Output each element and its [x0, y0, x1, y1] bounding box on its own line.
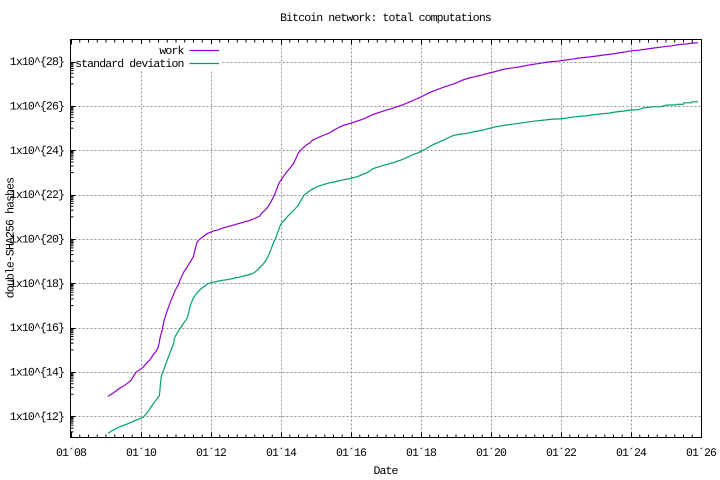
- svg-text:1x10^{16}: 1x10^{16}: [10, 322, 64, 335]
- svg-text:01´10: 01´10: [126, 447, 157, 460]
- svg-text:Bitcoin network: total computa: Bitcoin network: total computations: [280, 12, 491, 25]
- svg-text:1x10^{24}: 1x10^{24}: [10, 145, 64, 158]
- svg-text:01´12: 01´12: [196, 447, 227, 460]
- svg-text:01´22: 01´22: [546, 447, 577, 460]
- svg-text:01´20: 01´20: [476, 447, 507, 460]
- svg-text:1x10^{26}: 1x10^{26}: [10, 101, 64, 114]
- svg-text:01´26: 01´26: [686, 447, 717, 460]
- svg-text:1x10^{20}: 1x10^{20}: [10, 234, 64, 247]
- svg-text:1x10^{14}: 1x10^{14}: [10, 367, 64, 380]
- svg-text:01´14: 01´14: [266, 447, 297, 460]
- svg-text:01´24: 01´24: [616, 447, 647, 460]
- svg-text:work: work: [159, 45, 184, 58]
- svg-text:1x10^{22}: 1x10^{22}: [10, 189, 64, 202]
- svg-text:01´08: 01´08: [56, 447, 87, 460]
- svg-text:double-SHA256 hashes: double-SHA256 hashes: [5, 178, 18, 298]
- svg-text:standard deviation: standard deviation: [75, 58, 183, 71]
- svg-text:Date: Date: [373, 465, 398, 478]
- svg-text:1x10^{18}: 1x10^{18}: [10, 278, 64, 291]
- svg-text:1x10^{28}: 1x10^{28}: [10, 56, 64, 69]
- svg-text:01´16: 01´16: [336, 447, 367, 460]
- svg-text:01´18: 01´18: [406, 447, 437, 460]
- svg-text:1x10^{12}: 1x10^{12}: [10, 411, 64, 424]
